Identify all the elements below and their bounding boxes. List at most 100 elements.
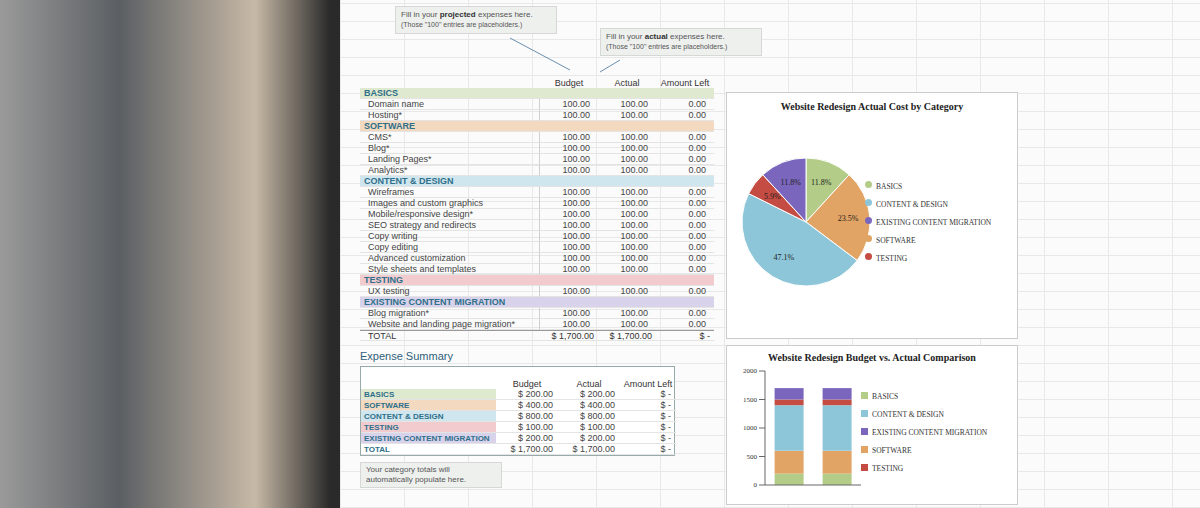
html-text:100.00: 100.00	[562, 110, 590, 120]
html-text:0.00: 0.00	[688, 198, 706, 208]
html-text:Budget: Budget	[554, 78, 584, 88]
html-text:BASICS: BASICS	[364, 88, 398, 98]
html-text:100.00: 100.00	[620, 286, 648, 296]
svg-text:23.5%: 23.5%	[838, 214, 859, 223]
svg-text:1000: 1000	[743, 424, 758, 432]
html-text:0.00: 0.00	[688, 242, 706, 252]
html-text:0.00: 0.00	[688, 154, 706, 164]
html-text:Style sheets and templates: Style sheets and templates	[368, 264, 477, 274]
html-text:Budget: Budget	[512, 379, 542, 389]
html-text:100.00: 100.00	[562, 308, 590, 318]
html-text:100.00: 100.00	[562, 286, 590, 296]
svg-text:5.9%: 5.9%	[764, 192, 781, 201]
html-text:EXISTING CONTENT MIGRATION: EXISTING CONTENT MIGRATION	[364, 297, 506, 307]
html-text:Website and landing page migra: Website and landing page migration*	[368, 319, 515, 329]
html-text:SOFTWARE: SOFTWARE	[364, 121, 415, 131]
html-text:100.00: 100.00	[620, 187, 648, 197]
html-text:100.00: 100.00	[562, 209, 590, 219]
html-text:100.00: 100.00	[620, 231, 648, 241]
html-text:0.00: 0.00	[688, 253, 706, 263]
html-text:Domain name: Domain name	[368, 99, 424, 109]
html-text:100.00: 100.00	[620, 110, 648, 120]
html-text:0.00: 0.00	[688, 220, 706, 230]
html-text:$ 1,700.00: $ 1,700.00	[609, 331, 652, 341]
html-text:$ 200.00: $ 200.00	[580, 389, 615, 399]
html-text:Actual: Actual	[576, 379, 602, 389]
html-text:0.00: 0.00	[688, 132, 706, 142]
html-text:Landing Pages*: Landing Pages*	[368, 154, 432, 164]
html-text:Blog*: Blog*	[368, 143, 390, 153]
html-text:0.00: 0.00	[688, 209, 706, 219]
html-text:Website Redesign Budget vs. Ac: Website Redesign Budget vs. Actual Compa…	[768, 352, 976, 363]
html-text:Website Redesign Actual Cost b: Website Redesign Actual Cost by Category	[780, 101, 964, 112]
html-text:100.00: 100.00	[562, 319, 590, 329]
html-text:Advanced customization: Advanced customization	[368, 253, 466, 263]
html-text:Your category totals will auto: Your category totals will automatically …	[366, 465, 467, 484]
svg-text:11.8%: 11.8%	[781, 178, 802, 187]
html-text:100.00: 100.00	[562, 242, 590, 252]
svg-text:1500: 1500	[743, 396, 758, 404]
html-text:100.00: 100.00	[562, 99, 590, 109]
html-text:100.00: 100.00	[562, 253, 590, 263]
html-text:100.00: 100.00	[562, 231, 590, 241]
svg-text:0: 0	[754, 481, 758, 489]
html-text:0.00: 0.00	[688, 308, 706, 318]
html-text:0.00: 0.00	[688, 110, 706, 120]
html-text:Blog migration*: Blog migration*	[368, 308, 429, 318]
html-text:100.00: 100.00	[620, 99, 648, 109]
html-text:Wireframes: Wireframes	[368, 187, 414, 197]
html-text:UX testing: UX testing	[368, 286, 410, 296]
svg-text:47.1%: 47.1%	[774, 253, 795, 262]
svg-text:11.8%: 11.8%	[811, 178, 832, 187]
html-text:0.00: 0.00	[688, 264, 706, 274]
html-text:100.00: 100.00	[620, 165, 648, 175]
html-text:CONTENT & DESIGN: CONTENT & DESIGN	[364, 176, 454, 186]
html-text:Hosting*: Hosting*	[368, 110, 402, 120]
html-text:0.00: 0.00	[688, 165, 706, 175]
svg-text:2000: 2000	[743, 367, 758, 375]
html-text:Mobile/responsive design*: Mobile/responsive design*	[368, 209, 474, 219]
html-text:0.00: 0.00	[688, 319, 706, 329]
html-text:100.00: 100.00	[620, 242, 648, 252]
html-text:0.00: 0.00	[688, 231, 706, 241]
html-text:100.00: 100.00	[620, 209, 648, 219]
html-text:100.00: 100.00	[620, 198, 648, 208]
html-text:TESTING: TESTING	[364, 275, 403, 285]
html-text:$ 400.00: $ 400.00	[580, 400, 615, 410]
html-text:Amount Left: Amount Left	[660, 78, 710, 88]
html-text:Copy editing: Copy editing	[368, 242, 418, 252]
html-text:100.00: 100.00	[562, 154, 590, 164]
html-text:$ 400.00: $ 400.00	[518, 400, 553, 410]
html-text:$ 1,700.00: $ 1,700.00	[551, 331, 594, 341]
html-text:100.00: 100.00	[562, 220, 590, 230]
svg-text:500: 500	[747, 453, 758, 461]
html-text:100.00: 100.00	[562, 143, 590, 153]
html-text:0.00: 0.00	[688, 99, 706, 109]
html-text:Expense Summary: Expense Summary	[360, 350, 453, 362]
html-text:100.00: 100.00	[620, 132, 648, 142]
html-text:100.00: 100.00	[620, 308, 648, 318]
html-text:100.00: 100.00	[620, 220, 648, 230]
html-text:Copy writing: Copy writing	[368, 231, 418, 241]
html-text:100.00: 100.00	[562, 198, 590, 208]
html-text:100.00: 100.00	[620, 264, 648, 274]
html-text:100.00: 100.00	[562, 165, 590, 175]
html-text:100.00: 100.00	[620, 253, 648, 263]
html-text:100.00: 100.00	[620, 143, 648, 153]
html-text:Amount Left: Amount Left	[623, 379, 673, 389]
html-text:CMS*: CMS*	[368, 132, 392, 142]
html-text:0.00: 0.00	[688, 187, 706, 197]
html-text:SEO strategy and redirects: SEO strategy and redirects	[368, 220, 477, 230]
html-text:100.00: 100.00	[562, 187, 590, 197]
html-text:$ 200.00: $ 200.00	[518, 389, 553, 399]
html-text:Images and custom graphics: Images and custom graphics	[368, 198, 484, 208]
html-text:Actual: Actual	[614, 78, 640, 88]
html-text:0.00: 0.00	[688, 143, 706, 153]
html-text:100.00: 100.00	[620, 154, 648, 164]
html-text:Analytics*: Analytics*	[368, 165, 408, 175]
html-text:100.00: 100.00	[562, 132, 590, 142]
html-text:100.00: 100.00	[620, 319, 648, 329]
html-text:TOTAL: TOTAL	[368, 331, 397, 341]
html-text:0.00: 0.00	[688, 286, 706, 296]
html-text:100.00: 100.00	[562, 264, 590, 274]
